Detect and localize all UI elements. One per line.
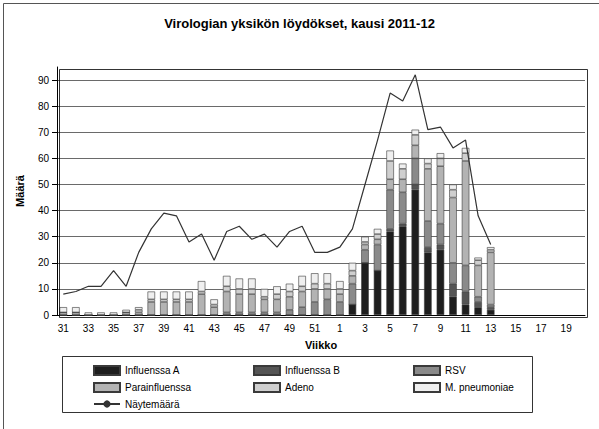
svg-text:60: 60	[38, 153, 50, 164]
svg-text:Viikko: Viikko	[305, 339, 337, 351]
svg-text:70: 70	[38, 127, 50, 138]
svg-text:Parainfluenssa: Parainfluenssa	[125, 382, 192, 393]
svg-text:39: 39	[158, 323, 170, 334]
svg-text:33: 33	[83, 323, 95, 334]
svg-text:Adeno: Adeno	[285, 382, 314, 393]
svg-text:35: 35	[108, 323, 120, 334]
svg-text:17: 17	[535, 323, 547, 334]
svg-text:Virologian yksikön löydökset,: Virologian yksikön löydökset, kausi 2011…	[164, 16, 435, 31]
svg-text:43: 43	[209, 323, 221, 334]
svg-text:M. pneumoniae: M. pneumoniae	[445, 382, 514, 393]
svg-text:Influenssa A: Influenssa A	[125, 365, 180, 376]
svg-text:50: 50	[38, 179, 50, 190]
svg-text:Näytemäärä: Näytemäärä	[125, 399, 180, 410]
svg-text:10: 10	[38, 283, 50, 294]
svg-text:7: 7	[413, 323, 419, 334]
svg-text:5: 5	[387, 323, 393, 334]
svg-text:19: 19	[561, 323, 573, 334]
svg-text:Määrä: Määrä	[14, 174, 26, 207]
svg-text:9: 9	[438, 323, 444, 334]
svg-text:47: 47	[259, 323, 271, 334]
svg-text:80: 80	[38, 101, 50, 112]
svg-text:Influenssa B: Influenssa B	[285, 365, 340, 376]
svg-text:41: 41	[183, 323, 195, 334]
svg-text:1: 1	[337, 323, 343, 334]
svg-text:13: 13	[485, 323, 497, 334]
svg-text:30: 30	[38, 231, 50, 242]
svg-text:3: 3	[362, 323, 368, 334]
svg-text:51: 51	[309, 323, 321, 334]
svg-text:15: 15	[510, 323, 522, 334]
svg-text:45: 45	[234, 323, 246, 334]
svg-text:40: 40	[38, 205, 50, 216]
svg-text:90: 90	[38, 75, 50, 86]
svg-text:49: 49	[284, 323, 296, 334]
svg-text:0: 0	[43, 310, 49, 321]
svg-text:11: 11	[460, 323, 471, 334]
svg-text:37: 37	[133, 323, 145, 334]
svg-text:31: 31	[58, 323, 70, 334]
svg-text:20: 20	[38, 257, 50, 268]
svg-text:RSV: RSV	[445, 365, 466, 376]
